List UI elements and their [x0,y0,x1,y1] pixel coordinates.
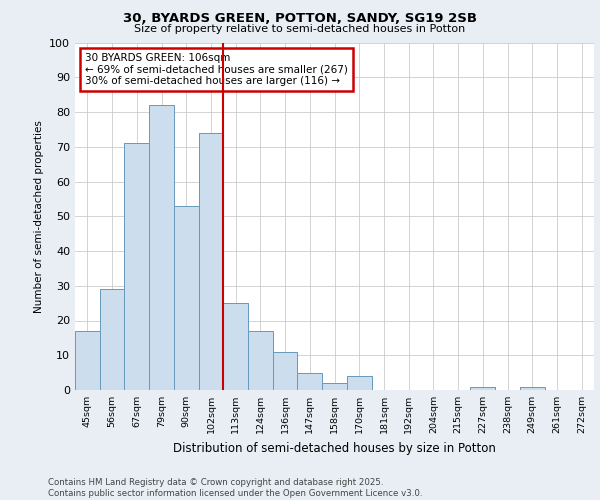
Bar [347,376,371,390]
Bar [100,289,124,390]
Bar [149,105,174,390]
Bar [322,383,347,390]
Bar [248,331,273,390]
X-axis label: Distribution of semi-detached houses by size in Potton: Distribution of semi-detached houses by … [173,442,496,454]
Text: Contains HM Land Registry data © Crown copyright and database right 2025.
Contai: Contains HM Land Registry data © Crown c… [48,478,422,498]
Text: 30 BYARDS GREEN: 106sqm
← 69% of semi-detached houses are smaller (267)
30% of s: 30 BYARDS GREEN: 106sqm ← 69% of semi-de… [85,53,348,86]
Bar [199,133,223,390]
Bar [470,386,495,390]
Text: 30, BYARDS GREEN, POTTON, SANDY, SG19 2SB: 30, BYARDS GREEN, POTTON, SANDY, SG19 2S… [123,12,477,26]
Bar [520,386,545,390]
Bar [298,372,322,390]
Bar [75,331,100,390]
Y-axis label: Number of semi-detached properties: Number of semi-detached properties [34,120,44,312]
Bar [223,303,248,390]
Bar [124,144,149,390]
Text: Size of property relative to semi-detached houses in Potton: Size of property relative to semi-detach… [134,24,466,34]
Bar [273,352,298,390]
Bar [174,206,199,390]
